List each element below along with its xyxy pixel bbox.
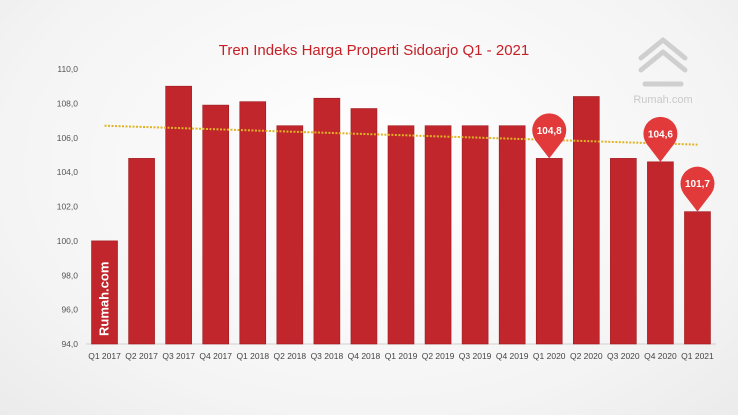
x-tick-label: Q1 2017 — [88, 351, 121, 361]
callout-pin: 104,8 — [532, 113, 567, 159]
bar — [165, 85, 192, 345]
y-tick-label: 98,0 — [61, 270, 78, 280]
house-logo-icon — [638, 37, 688, 87]
y-tick-label: 100,0 — [57, 236, 79, 246]
bar — [610, 158, 637, 345]
trendline-group — [104, 124, 698, 146]
y-tick-label: 96,0 — [61, 305, 78, 315]
x-tick-label: Q4 2019 — [496, 351, 529, 361]
x-tick-label: Q2 2019 — [422, 351, 455, 361]
callout-label: 101,7 — [685, 179, 710, 190]
pin-circle — [680, 166, 715, 201]
y-tick-label: 94,0 — [61, 339, 78, 349]
bar — [350, 108, 378, 345]
x-tick-label: Q1 2019 — [385, 351, 418, 361]
bars-group — [91, 85, 711, 345]
y-axis: 94,0 96,0 98,0 100,0 102,0 104,0 106,0 108,0 110… — [57, 64, 79, 349]
bar — [647, 161, 674, 345]
x-tick-label: Q4 2017 — [199, 351, 232, 361]
x-tick-label: Q3 2020 — [607, 351, 640, 361]
bar — [91, 240, 118, 345]
pin-circle — [532, 113, 567, 148]
bar — [128, 158, 155, 345]
x-tick-label: Q3 2017 — [162, 351, 195, 361]
x-axis: Q1 2017 Q2 2017 Q3 2017 Q4 2017 Q1 2018 Q2 20… — [88, 351, 714, 361]
bar — [239, 101, 267, 345]
y-tick-label: 106,0 — [57, 133, 79, 143]
x-tick-label: Q4 2020 — [644, 351, 677, 361]
watermark-brand: Rumah.com — [633, 94, 692, 106]
callout-pin: 101,7 — [680, 166, 715, 212]
chart-title: Tren Indeks Harga Properti Sidoarjo Q1 -… — [219, 42, 529, 59]
x-tick-label: Q1 2018 — [236, 351, 269, 361]
x-tick-label: Q3 2019 — [459, 351, 492, 361]
y-tick-label: 102,0 — [57, 202, 79, 212]
bar — [313, 97, 341, 345]
x-tick-label: Q1 2021 — [681, 351, 714, 361]
y-tick-label: 104,0 — [57, 167, 79, 177]
bar — [572, 96, 600, 345]
trendline — [104, 124, 698, 146]
bar-watermark-text: Rumah.com — [97, 262, 112, 336]
callouts-group: 104,8 104,6 101,7 — [532, 113, 715, 212]
y-tick-label: 110,0 — [57, 64, 78, 74]
callout-pin: 104,6 — [643, 116, 678, 162]
x-tick-label: Q1 2020 — [533, 351, 566, 361]
x-tick-label: Q2 2018 — [274, 351, 307, 361]
x-tick-label: Q2 2020 — [570, 351, 603, 361]
bar — [684, 211, 711, 345]
bar — [535, 158, 563, 345]
x-tick-label: Q3 2018 — [311, 351, 344, 361]
x-tick-label: Q4 2018 — [348, 351, 381, 361]
bar — [461, 125, 489, 345]
bar — [276, 125, 304, 345]
pin-circle — [643, 116, 678, 151]
callout-label: 104,8 — [537, 126, 562, 137]
x-tick-label: Q2 2017 — [125, 351, 158, 361]
y-tick-label: 108,0 — [57, 98, 79, 108]
callout-label: 104,6 — [648, 129, 673, 140]
bar — [424, 125, 452, 345]
bar — [387, 125, 415, 345]
bar — [498, 125, 526, 345]
bar — [202, 104, 230, 345]
